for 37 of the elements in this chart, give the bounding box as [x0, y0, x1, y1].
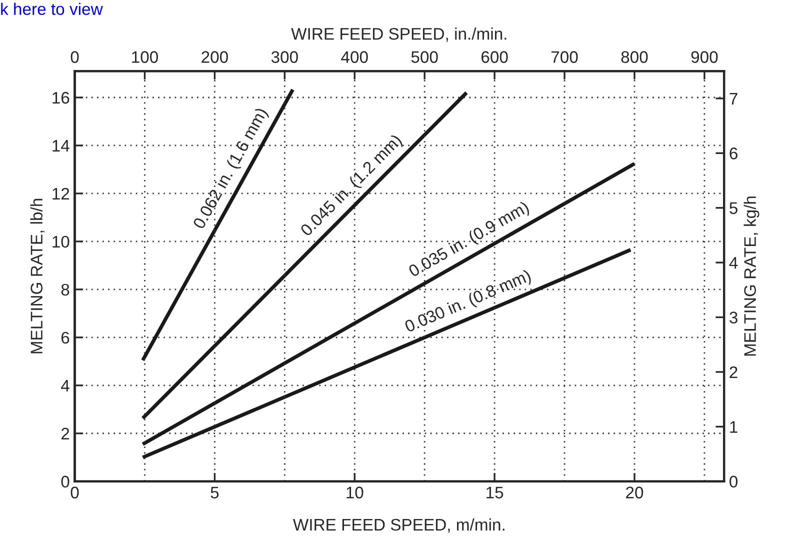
x-tick-label: 0: [70, 486, 79, 498]
y-tick-label: 14: [52, 140, 70, 152]
x2-tick-label: 400: [341, 51, 368, 63]
y-tick-label: 16: [52, 92, 70, 104]
x-axis-title: WIRE FEED SPEED, m/min.: [292, 518, 504, 533]
y2-tick-label: 0: [730, 476, 738, 488]
x-tick-label: 20: [626, 486, 644, 498]
y2-tick-label: 6: [730, 148, 738, 160]
x2-tick-label: 900: [691, 51, 718, 63]
x2-tick-label: 700: [551, 51, 578, 63]
y-tick-label: 4: [61, 380, 70, 392]
x2-tick-label: 300: [271, 51, 298, 63]
y2-tick-label: 7: [730, 93, 738, 104]
y-tick-label: 10: [52, 236, 70, 248]
x2-tick-label: 600: [482, 51, 508, 63]
y2-tick-label: 4: [729, 257, 738, 269]
y2-tick-label: 1: [730, 421, 738, 433]
y2-tick-label: 3: [730, 312, 738, 324]
y-axis-title: MELTING RATE, lb/h: [30, 198, 44, 354]
y-tick-label: 0: [61, 476, 70, 488]
x2-tick-label: 500: [411, 51, 438, 63]
y-tick-label: 2: [61, 428, 70, 440]
x-tick-label: 15: [486, 486, 504, 498]
y-tick-label: 12: [52, 188, 70, 200]
y2-tick-label: 5: [730, 202, 738, 214]
y-tick-label: 6: [61, 332, 70, 344]
x-tick-label: 10: [346, 486, 364, 498]
y2-tick-label: 2: [730, 366, 738, 378]
y-tick-label: 8: [61, 284, 70, 296]
x2-axis-title: WIRE FEED SPEED, in./min.: [291, 28, 506, 42]
x2-tick-label: 100: [132, 51, 158, 63]
y2-axis-title: MELTING RATE, kg/h: [744, 196, 760, 356]
x-tick-label: 5: [210, 486, 219, 498]
x2-tick-label: 0: [70, 51, 79, 63]
x2-tick-label: 800: [621, 51, 648, 63]
text: k here to view: [1, 2, 103, 15]
x2-tick-label: 200: [202, 51, 228, 63]
